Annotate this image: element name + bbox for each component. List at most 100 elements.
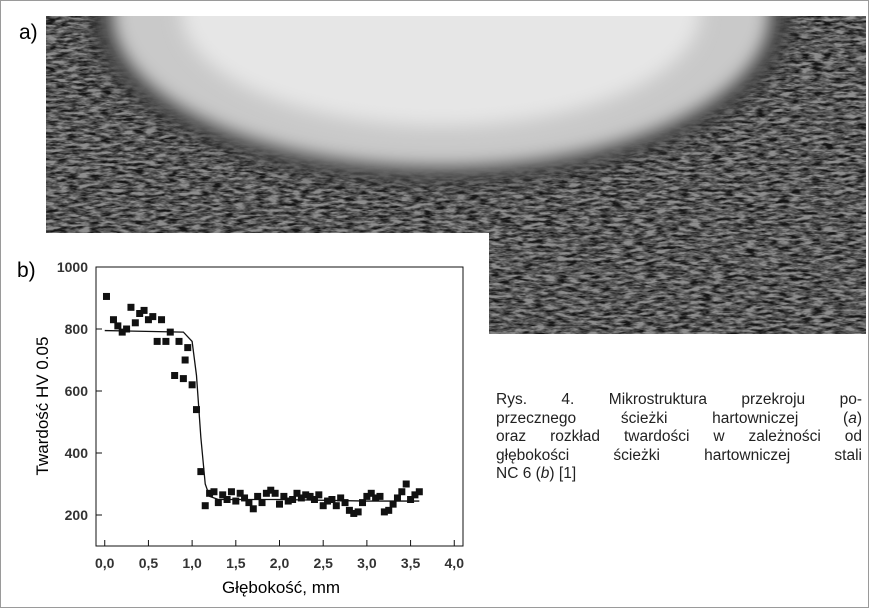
data-point — [210, 488, 218, 496]
data-point — [227, 488, 235, 496]
x-tick-label: 2,5 — [313, 555, 333, 571]
data-point — [359, 499, 367, 507]
data-point — [324, 497, 332, 505]
data-point — [102, 292, 110, 300]
data-point — [262, 489, 270, 497]
data-point — [389, 500, 397, 508]
caption-text: oraz rozkład twardości w zależności od — [496, 428, 862, 445]
panel-label: a) — [19, 21, 38, 44]
caption-text: a — [848, 409, 857, 427]
data-point — [214, 499, 222, 507]
caption-text: ) [1] — [549, 465, 577, 482]
caption-text: głębokości ścieżki hartowniczej stali — [496, 446, 862, 464]
data-point — [188, 381, 196, 389]
caption-text: ) — [856, 409, 862, 427]
caption: Rys. 4. Mikrostruktura przekroju po-prze… — [496, 391, 862, 484]
data-point — [245, 499, 253, 507]
data-point — [184, 344, 192, 352]
y-tick-label: 600 — [65, 383, 89, 399]
data-point — [350, 509, 358, 517]
data-point — [372, 494, 380, 502]
caption-line: NC 6 (b) [1] — [496, 465, 862, 484]
data-point — [144, 316, 152, 324]
data-point — [118, 328, 126, 336]
data-point — [109, 316, 117, 324]
data-point — [219, 491, 227, 499]
data-point — [411, 491, 419, 499]
data-point — [293, 489, 301, 497]
data-point — [136, 310, 144, 317]
data-point — [393, 494, 401, 502]
data-point — [153, 337, 161, 345]
data-point — [158, 316, 166, 324]
y-axis-label: Twardość HV 0.05 — [33, 337, 52, 476]
data-point — [297, 494, 305, 502]
data-point — [197, 468, 205, 476]
data-point — [376, 492, 384, 500]
data-point — [332, 502, 340, 510]
data-point — [319, 502, 327, 510]
data-point — [131, 319, 139, 327]
data-point — [363, 492, 371, 500]
data-point — [241, 494, 249, 502]
data-point — [398, 488, 406, 496]
data-point — [407, 496, 415, 503]
data-point — [337, 494, 345, 502]
x-tick-label: 0,5 — [139, 555, 159, 571]
x-axis-label: Głębokość, mm — [222, 578, 340, 597]
data-point — [254, 492, 262, 500]
data-point — [179, 375, 187, 383]
caption-line: Rys. 4. Mikrostruktura przekroju po- — [496, 391, 862, 410]
x-tick-label: 3,0 — [357, 555, 377, 571]
data-point — [171, 372, 179, 379]
x-tick-label: 4,0 — [445, 555, 465, 571]
data-point — [415, 488, 423, 496]
caption-text: NC 6 ( — [496, 465, 541, 482]
data-point — [114, 322, 122, 330]
caption-text: Rys. 4. Mikrostruktura przekroju po- — [496, 391, 862, 408]
data-point — [367, 489, 375, 497]
fit-line — [104, 329, 420, 502]
caption-line: głębokości ścieżki hartowniczej stali — [496, 447, 862, 466]
y-tick-label: 400 — [65, 445, 89, 461]
data-point — [127, 303, 135, 311]
data-point — [175, 337, 183, 345]
data-point — [267, 486, 275, 494]
data-point — [354, 508, 362, 516]
data-point — [302, 491, 310, 499]
x-tick-label: 2,0 — [270, 555, 290, 571]
data-point — [402, 480, 410, 488]
data-point — [140, 306, 148, 314]
caption-line: oraz rozkład twardości w zależności od — [496, 428, 862, 447]
data-point — [181, 356, 189, 364]
data-point — [345, 506, 353, 514]
panel-label: b) — [17, 259, 36, 282]
data-point — [236, 489, 244, 497]
data-point — [232, 497, 240, 505]
x-tick-label: 0,0 — [95, 555, 115, 571]
data-point — [149, 313, 157, 321]
caption-text: b — [540, 465, 550, 482]
data-point — [123, 325, 131, 333]
y-tick-label: 800 — [65, 321, 89, 337]
data-point — [328, 496, 336, 503]
caption-line: przecznego ścieżki hartowniczej (a) — [496, 410, 862, 429]
x-tick-label: 3,5 — [401, 555, 421, 571]
data-point — [380, 508, 388, 516]
y-tick-label: 200 — [65, 507, 89, 523]
data-point — [284, 497, 292, 505]
data-point — [306, 492, 314, 500]
data-point — [280, 492, 288, 500]
caption-text: przecznego ścieżki hartowniczej ( — [496, 409, 849, 427]
data-point — [249, 505, 257, 513]
data-point — [341, 499, 349, 507]
data-point — [162, 337, 170, 345]
y-tick-label: 1000 — [57, 259, 88, 275]
data-point — [276, 500, 283, 508]
data-point — [201, 502, 209, 510]
x-tick-label: 1,0 — [182, 555, 202, 571]
micrograph — [46, 16, 866, 334]
data-point — [192, 406, 200, 414]
